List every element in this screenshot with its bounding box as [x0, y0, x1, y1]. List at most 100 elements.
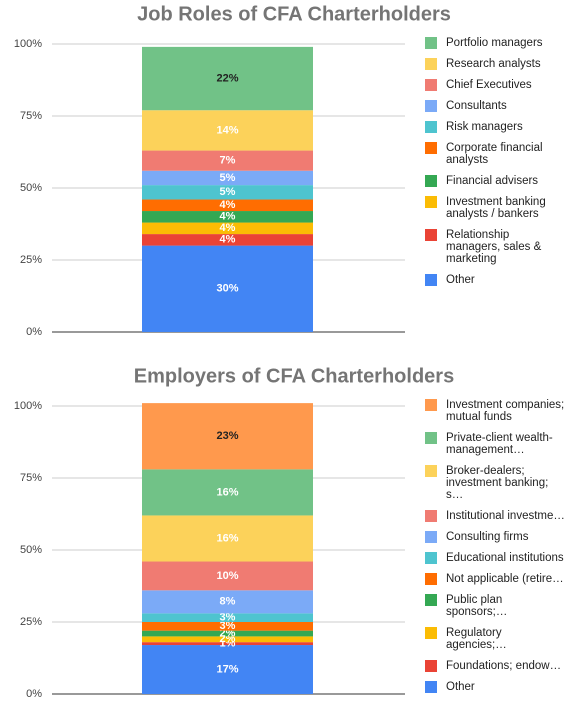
legend-swatch — [425, 196, 437, 208]
bar-segment — [142, 469, 313, 516]
bar-segment — [142, 110, 313, 151]
bar-segment — [142, 234, 313, 246]
data-label: 10% — [216, 570, 238, 582]
legend-label: Institutional investme… — [446, 510, 565, 522]
legend: Portfolio managers Research analysts Chief… — [425, 37, 565, 286]
y-tick-label: 50% — [20, 182, 42, 194]
legend-item: Risk managers — [425, 121, 565, 133]
data-label: 16% — [216, 532, 238, 544]
legend-swatch — [425, 573, 437, 585]
data-label: 22% — [216, 72, 238, 84]
legend-swatch — [425, 58, 437, 70]
bar-segment — [142, 170, 313, 186]
y-tick-label: 75% — [20, 110, 42, 122]
legend-item: Not applicable (retire… — [425, 573, 565, 585]
plot: Employers of CFA Charterholders 0% 25% 50% 7… — [14, 365, 454, 700]
legend-swatch — [425, 175, 437, 187]
y-tick-label: 100% — [14, 38, 42, 50]
y-tick-label: 0% — [26, 688, 42, 700]
y-tick-label: 75% — [20, 472, 42, 484]
legend-label: Relationship managers, sales & marketing — [446, 229, 542, 265]
bar-segment — [142, 561, 313, 591]
data-label: 5% — [220, 186, 236, 198]
chart: Employers of CFA Charterholders 0% 25% 50% 7… — [0, 362, 587, 714]
legend-item: Chief Executives — [425, 79, 565, 91]
legend-item: Foundations; endow… — [425, 660, 565, 672]
legend-item: Consulting firms — [425, 531, 565, 543]
legend-label: Public plan sponsors;… — [446, 594, 508, 618]
legend-swatch — [425, 465, 437, 477]
legend-swatch — [425, 660, 437, 672]
data-label: 4% — [220, 199, 236, 211]
legend-item: Institutional investme… — [425, 510, 565, 522]
legend: Investment companies; mutual funds Privat… — [425, 399, 565, 693]
legend-item: Regulatory agencies;… — [425, 627, 565, 651]
bar-segment — [142, 222, 313, 235]
legend-item: Broker-dealers; investment banking; s… — [425, 465, 565, 501]
bar-segment — [142, 403, 313, 470]
bar-segment — [142, 636, 313, 643]
legend-item: Public plan sponsors;… — [425, 594, 565, 618]
y-tick-label: 0% — [26, 326, 42, 338]
data-label: 4% — [220, 222, 236, 234]
y-tick-label: 50% — [20, 544, 42, 556]
legend-swatch — [425, 100, 437, 112]
legend-swatch — [425, 399, 437, 411]
legend-label: Portfolio managers — [446, 37, 543, 49]
legend-item: Other — [425, 274, 565, 286]
bar-segment — [142, 245, 313, 332]
legend-label: Private-client wealth-management… — [446, 432, 553, 456]
legend-label: Chief Executives — [446, 79, 532, 91]
legend-swatch — [425, 121, 437, 133]
legend-label: Consulting firms — [446, 531, 529, 543]
data-label: 30% — [216, 283, 238, 295]
y-tick-label: 25% — [20, 616, 42, 628]
data-label: 14% — [216, 124, 238, 136]
legend-label: Investment companies; mutual funds — [446, 399, 565, 423]
legend-swatch — [425, 432, 437, 444]
legend-swatch — [425, 142, 437, 154]
legend-item: Relationship managers, sales & marketing — [425, 229, 565, 265]
legend-label: Corporate financial analysts — [446, 142, 543, 166]
legend-swatch — [425, 79, 437, 91]
bar-segment — [142, 46, 313, 111]
legend-item: Private-client wealth-management… — [425, 432, 565, 456]
legend-swatch — [425, 552, 437, 564]
legend-label: Educational institutions — [446, 552, 564, 564]
legend-label: Other — [446, 681, 475, 693]
data-label: 17% — [216, 663, 238, 675]
plot: Job Roles of CFA Charterholders 0% 25% 50% 7… — [14, 3, 451, 338]
legend-swatch — [425, 627, 437, 639]
legend-item: Consultants — [425, 100, 565, 112]
chart-title: Employers of CFA Charterholders — [134, 365, 454, 387]
data-label: 16% — [216, 486, 238, 498]
legend-label: Investment banking analysts / bankers — [446, 196, 546, 220]
data-label: 5% — [220, 172, 236, 184]
data-label: 23% — [216, 430, 238, 442]
legend-label: Research analysts — [446, 58, 541, 70]
bar-segment — [142, 645, 313, 694]
legend-label: Regulatory agencies;… — [446, 627, 507, 651]
bar-segment — [142, 642, 313, 646]
legend-label: Consultants — [446, 100, 507, 112]
bar-segment — [142, 613, 313, 622]
bar-segment — [142, 211, 313, 223]
legend-label: Not applicable (retire… — [446, 573, 564, 585]
legend-label: Financial advisers — [446, 175, 539, 187]
bar-segment — [142, 622, 313, 631]
bar-segment — [142, 199, 313, 212]
legend-item: Educational institutions — [425, 552, 565, 564]
legend-item: Corporate financial analysts — [425, 142, 565, 166]
bar-segment — [142, 150, 313, 171]
legend-item: Portfolio managers — [425, 37, 565, 49]
legend-swatch — [425, 274, 437, 286]
bar-segment — [142, 515, 313, 562]
legend-item: Investment banking analysts / bankers — [425, 196, 565, 220]
legend-swatch — [425, 531, 437, 543]
y-tick-label: 100% — [14, 400, 42, 412]
legend-item: Other — [425, 681, 565, 693]
y-tick-label: 25% — [20, 254, 42, 266]
legend-swatch — [425, 594, 437, 606]
legend-swatch — [425, 37, 437, 49]
